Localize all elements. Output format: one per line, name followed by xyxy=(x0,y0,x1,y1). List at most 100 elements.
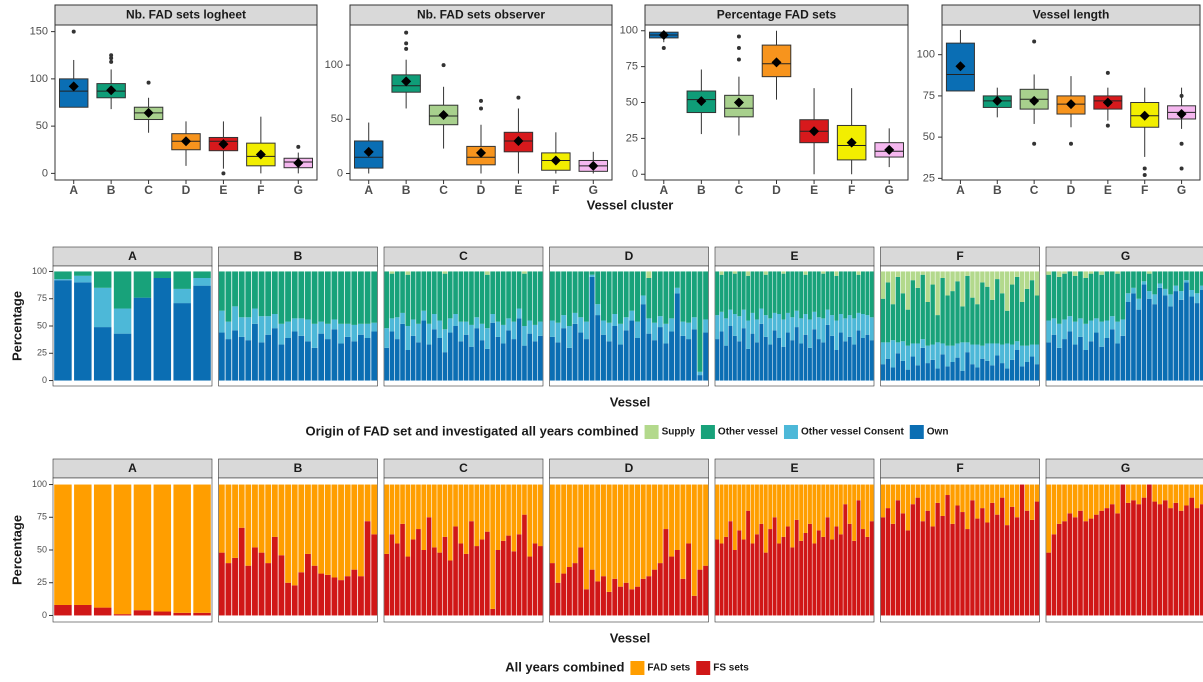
bar-segment xyxy=(900,513,906,616)
bar-segment xyxy=(1000,271,1005,294)
bar-segment xyxy=(960,342,965,371)
bar-segment xyxy=(763,274,768,316)
bar-segment xyxy=(955,484,960,506)
bar-segment xyxy=(1109,316,1115,330)
bar-segment xyxy=(674,293,680,381)
bar-segment xyxy=(732,335,737,381)
bar-segment xyxy=(113,333,132,381)
bar-segment xyxy=(173,303,191,381)
bar-segment xyxy=(1184,505,1189,616)
bar-segment xyxy=(885,271,891,283)
bar-segment xyxy=(1029,271,1035,281)
bar-segment xyxy=(485,348,490,381)
outlier xyxy=(736,34,741,39)
bar-segment xyxy=(410,271,416,320)
bar-segment xyxy=(1000,344,1005,364)
bar-segment xyxy=(612,326,618,381)
panel-title: Percentage FAD sets xyxy=(717,8,837,22)
bar-segment xyxy=(351,484,358,570)
outlier xyxy=(1105,123,1110,128)
legend-swatch xyxy=(630,661,645,675)
bar-segment xyxy=(561,315,567,329)
bar-segment xyxy=(1019,271,1025,302)
bar-segment xyxy=(847,484,852,524)
bar-segment xyxy=(657,484,663,564)
bar-segment xyxy=(238,317,245,337)
bar-segment xyxy=(737,271,742,317)
mean xyxy=(293,157,304,168)
bar-segment xyxy=(652,340,658,381)
bar-segment xyxy=(1162,288,1168,296)
bar-segment xyxy=(940,271,945,278)
bar-segment xyxy=(612,314,618,326)
bar-segment xyxy=(173,612,191,616)
bar-segment xyxy=(865,536,870,616)
mean xyxy=(363,146,374,157)
bar-segment xyxy=(890,340,896,368)
bar-segment xyxy=(133,484,152,611)
facet-label: G xyxy=(1121,249,1130,263)
bar-segment xyxy=(724,484,728,537)
bar-segment xyxy=(561,573,567,616)
bar-segment xyxy=(950,484,955,524)
bar-segment xyxy=(527,320,533,334)
bar-segment xyxy=(803,334,808,381)
bar-segment xyxy=(426,517,432,616)
bar-segment xyxy=(746,275,751,321)
legend-swatch xyxy=(783,425,798,439)
bar-segment xyxy=(697,375,703,381)
bar-segment xyxy=(469,271,474,325)
bar-segment xyxy=(803,271,808,275)
bar-segment xyxy=(252,484,258,548)
bar-segment xyxy=(895,271,901,277)
bar-segment xyxy=(781,271,786,274)
bar-segment xyxy=(532,271,538,325)
y-tick-label: 75 xyxy=(37,293,47,303)
bar-segment xyxy=(583,321,589,340)
bar-segment xyxy=(834,526,839,616)
bar-segment xyxy=(589,484,595,570)
bar-segment xyxy=(1109,504,1115,616)
bar-segment xyxy=(258,271,265,317)
panel xyxy=(714,477,875,623)
bar-segment xyxy=(880,364,886,381)
bar-segment xyxy=(737,484,742,531)
bar-segment xyxy=(173,484,191,613)
bar-segment xyxy=(1173,291,1179,381)
bar-segment xyxy=(910,356,915,381)
bar-segment xyxy=(640,295,646,305)
legend-label: Own xyxy=(927,427,949,438)
bar-segment xyxy=(980,282,985,346)
bar-segment xyxy=(890,523,896,616)
bar-segment xyxy=(1005,343,1010,369)
bar-segment xyxy=(640,304,646,381)
bar-segment xyxy=(285,271,291,322)
bar-segment xyxy=(865,315,870,335)
bar-segment xyxy=(555,322,561,343)
bar-segment xyxy=(578,547,584,616)
bar-segment xyxy=(915,343,920,366)
bar-segment xyxy=(1200,484,1203,505)
x-tick-label: B xyxy=(993,183,1002,197)
bar-segment xyxy=(945,345,950,367)
bar-segment xyxy=(606,271,612,323)
bar-segment xyxy=(549,563,555,616)
bar-segment xyxy=(830,335,834,381)
bar-segment xyxy=(1034,364,1040,381)
bar-segment xyxy=(506,271,511,319)
bar-segment xyxy=(532,324,538,342)
bar-segment xyxy=(566,326,572,348)
bar-segment xyxy=(1005,310,1010,344)
bar-segment xyxy=(54,280,72,381)
bar-segment xyxy=(940,484,945,516)
bar-segment xyxy=(410,539,416,616)
bar-segment xyxy=(271,536,278,616)
bar-segment xyxy=(74,604,92,616)
bar-segment xyxy=(453,484,458,527)
y-tick-label: 50 xyxy=(37,320,47,330)
bar-segment xyxy=(808,271,812,320)
bar-segment xyxy=(416,323,421,343)
bar-segment xyxy=(426,271,432,324)
bar-segment xyxy=(252,547,258,616)
bar-segment xyxy=(479,271,485,324)
